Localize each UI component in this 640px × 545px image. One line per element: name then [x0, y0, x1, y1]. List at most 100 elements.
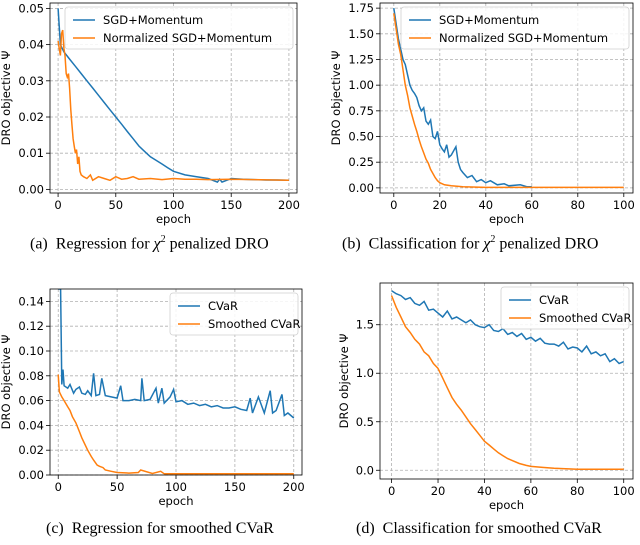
- caption-label: (c): [46, 520, 64, 537]
- legend-box: [500, 286, 630, 330]
- x-tick-label: 200: [278, 198, 300, 212]
- y-tick-label: 0.25: [348, 155, 374, 169]
- x-axis-label: epoch: [158, 494, 193, 508]
- y-tick-label: 0.04: [18, 418, 44, 432]
- axes-frame: [379, 282, 634, 480]
- x-tick-label: 50: [108, 198, 123, 212]
- series-line-cvar: [58, 289, 295, 419]
- y-tick-label: 1.25: [348, 52, 374, 66]
- y-tick-label: 1.00: [348, 78, 374, 92]
- x-tick-label: 0: [388, 484, 395, 498]
- legend-box: [169, 292, 299, 336]
- series-line-sgd-momentum: [393, 7, 532, 188]
- y-tick-label: 0.06: [18, 394, 44, 408]
- caption-text-suffix: penalized DRO: [165, 235, 269, 253]
- x-tick-label: 40: [477, 484, 492, 498]
- subplot-b: 0 20 40 60 80 100 0.00 0.25 0.50 0.75 1.00 1.25 1.50…: [329, 1, 635, 226]
- legend-label: Normalized SGD+Momentum: [439, 31, 608, 45]
- caption-text-suffix: penalized DRO: [495, 235, 599, 253]
- y-tick-label: 0.14: [18, 294, 44, 308]
- x-tick-label: 100: [163, 198, 185, 212]
- caption-text: Regression for smoothed CVaR: [71, 520, 274, 537]
- legend: SGD+Momentum Normalized SGD+Momentum: [64, 6, 294, 50]
- y-tick-label: 1.75: [348, 1, 374, 15]
- x-tick-label: 20: [431, 484, 446, 498]
- x-tick-label: 100: [165, 480, 187, 494]
- y-tick-label: 0.04: [18, 38, 44, 52]
- y-tick-label: 0.08: [18, 369, 44, 383]
- caption-text: Classification for: [368, 235, 484, 253]
- y-tick-label: 0.05: [18, 1, 44, 15]
- series-line-cvar: [391, 290, 624, 365]
- axes-frame: [49, 2, 298, 194]
- y-tick-label: 0.01: [18, 146, 44, 160]
- x-tick-label: 80: [570, 484, 585, 498]
- legend-label: CVaR: [539, 293, 569, 307]
- legend-box: [64, 6, 294, 50]
- y-tick-label: 0.00: [348, 181, 374, 195]
- x-axis-label: epoch: [156, 212, 191, 226]
- y-tick-label: 0.02: [18, 443, 44, 457]
- caption-math: χ: [153, 235, 161, 253]
- caption-d: (d) Classification for smoothed CVaR: [356, 520, 602, 538]
- x-tick-label: 100: [613, 484, 635, 498]
- y-axis-label: DRO objective Ψ: [0, 335, 13, 430]
- series-line-normalized-sgd-momentum: [393, 13, 624, 189]
- caption-math: χ: [483, 235, 491, 253]
- x-tick-label: 60: [524, 198, 539, 212]
- axes-frame: [49, 288, 303, 476]
- legend-label: Smoothed CVaR: [208, 317, 300, 331]
- caption-a: (a) Regression for χ2 penalized DRO: [30, 234, 269, 253]
- caption-b: (b) Classification for χ2 penalized DRO: [342, 234, 598, 253]
- y-axis-label: DRO objective Ψ: [337, 334, 351, 429]
- subplot-a: 0 50 100 150 200 0.00 0.01 0.02 0.03 0.04 0.05 epoc…: [0, 1, 300, 226]
- y-tick-label: 0.00: [18, 182, 44, 196]
- caption-label: (a): [30, 235, 48, 253]
- caption-c: (c) Regression for smoothed CVaR: [46, 520, 274, 538]
- caption-text: Regression for: [55, 235, 154, 253]
- x-tick-label: 200: [283, 480, 305, 494]
- legend: CVaR Smoothed CVaR: [169, 292, 300, 336]
- legend-label: SGD+Momentum: [103, 13, 203, 27]
- x-axis-label: epoch: [489, 212, 524, 226]
- x-tick-label: 40: [478, 198, 493, 212]
- caption-sup: 2: [160, 234, 166, 245]
- y-tick-label: 0.02: [18, 110, 44, 124]
- y-axis-label: DRO objective Ψ: [0, 51, 13, 146]
- legend: CVaR Smoothed CVaR: [500, 286, 631, 330]
- x-tick-label: 0: [390, 198, 397, 212]
- x-tick-label: 150: [224, 480, 246, 494]
- legend: SGD+Momentum Normalized SGD+Momentum: [400, 6, 630, 50]
- caption-text: Classification for smoothed CVaR: [382, 520, 602, 537]
- y-tick-label: 0.12: [18, 319, 44, 333]
- legend-box: [400, 6, 630, 50]
- series-line-smoothed-cvar: [57, 374, 294, 475]
- legend-label: Normalized SGD+Momentum: [103, 31, 272, 45]
- y-tick-label: 0.75: [348, 104, 374, 118]
- y-tick-label: 0.10: [18, 344, 44, 358]
- x-tick-label: 150: [220, 198, 242, 212]
- series-line-normalized-sgd-momentum: [57, 29, 289, 182]
- x-tick-label: 60: [524, 484, 539, 498]
- x-tick-label: 80: [570, 198, 585, 212]
- subplot-d: 0 20 40 60 80 100 0.0 0.5 1.0 1.5 epoch DRO objecti…: [337, 282, 635, 512]
- x-tick-label: 0: [54, 198, 61, 212]
- x-tick-label: 100: [613, 198, 635, 212]
- y-tick-label: 0.0: [356, 463, 374, 477]
- y-tick-label: 1.50: [348, 27, 374, 41]
- legend-label: SGD+Momentum: [439, 13, 539, 27]
- caption-label: (b): [342, 235, 361, 253]
- y-tick-label: 0.03: [18, 74, 44, 88]
- legend-label: Smoothed CVaR: [539, 311, 631, 325]
- x-tick-label: 50: [110, 480, 125, 494]
- axes-frame: [379, 2, 634, 194]
- y-tick-label: 0.50: [348, 130, 374, 144]
- series-line-sgd-momentum: [57, 8, 289, 184]
- x-tick-label: 20: [432, 198, 447, 212]
- y-tick-label: 0.5: [356, 415, 374, 429]
- y-tick-label: 0.00: [18, 468, 44, 482]
- x-axis-label: epoch: [489, 498, 524, 512]
- caption-label: (d): [356, 520, 375, 537]
